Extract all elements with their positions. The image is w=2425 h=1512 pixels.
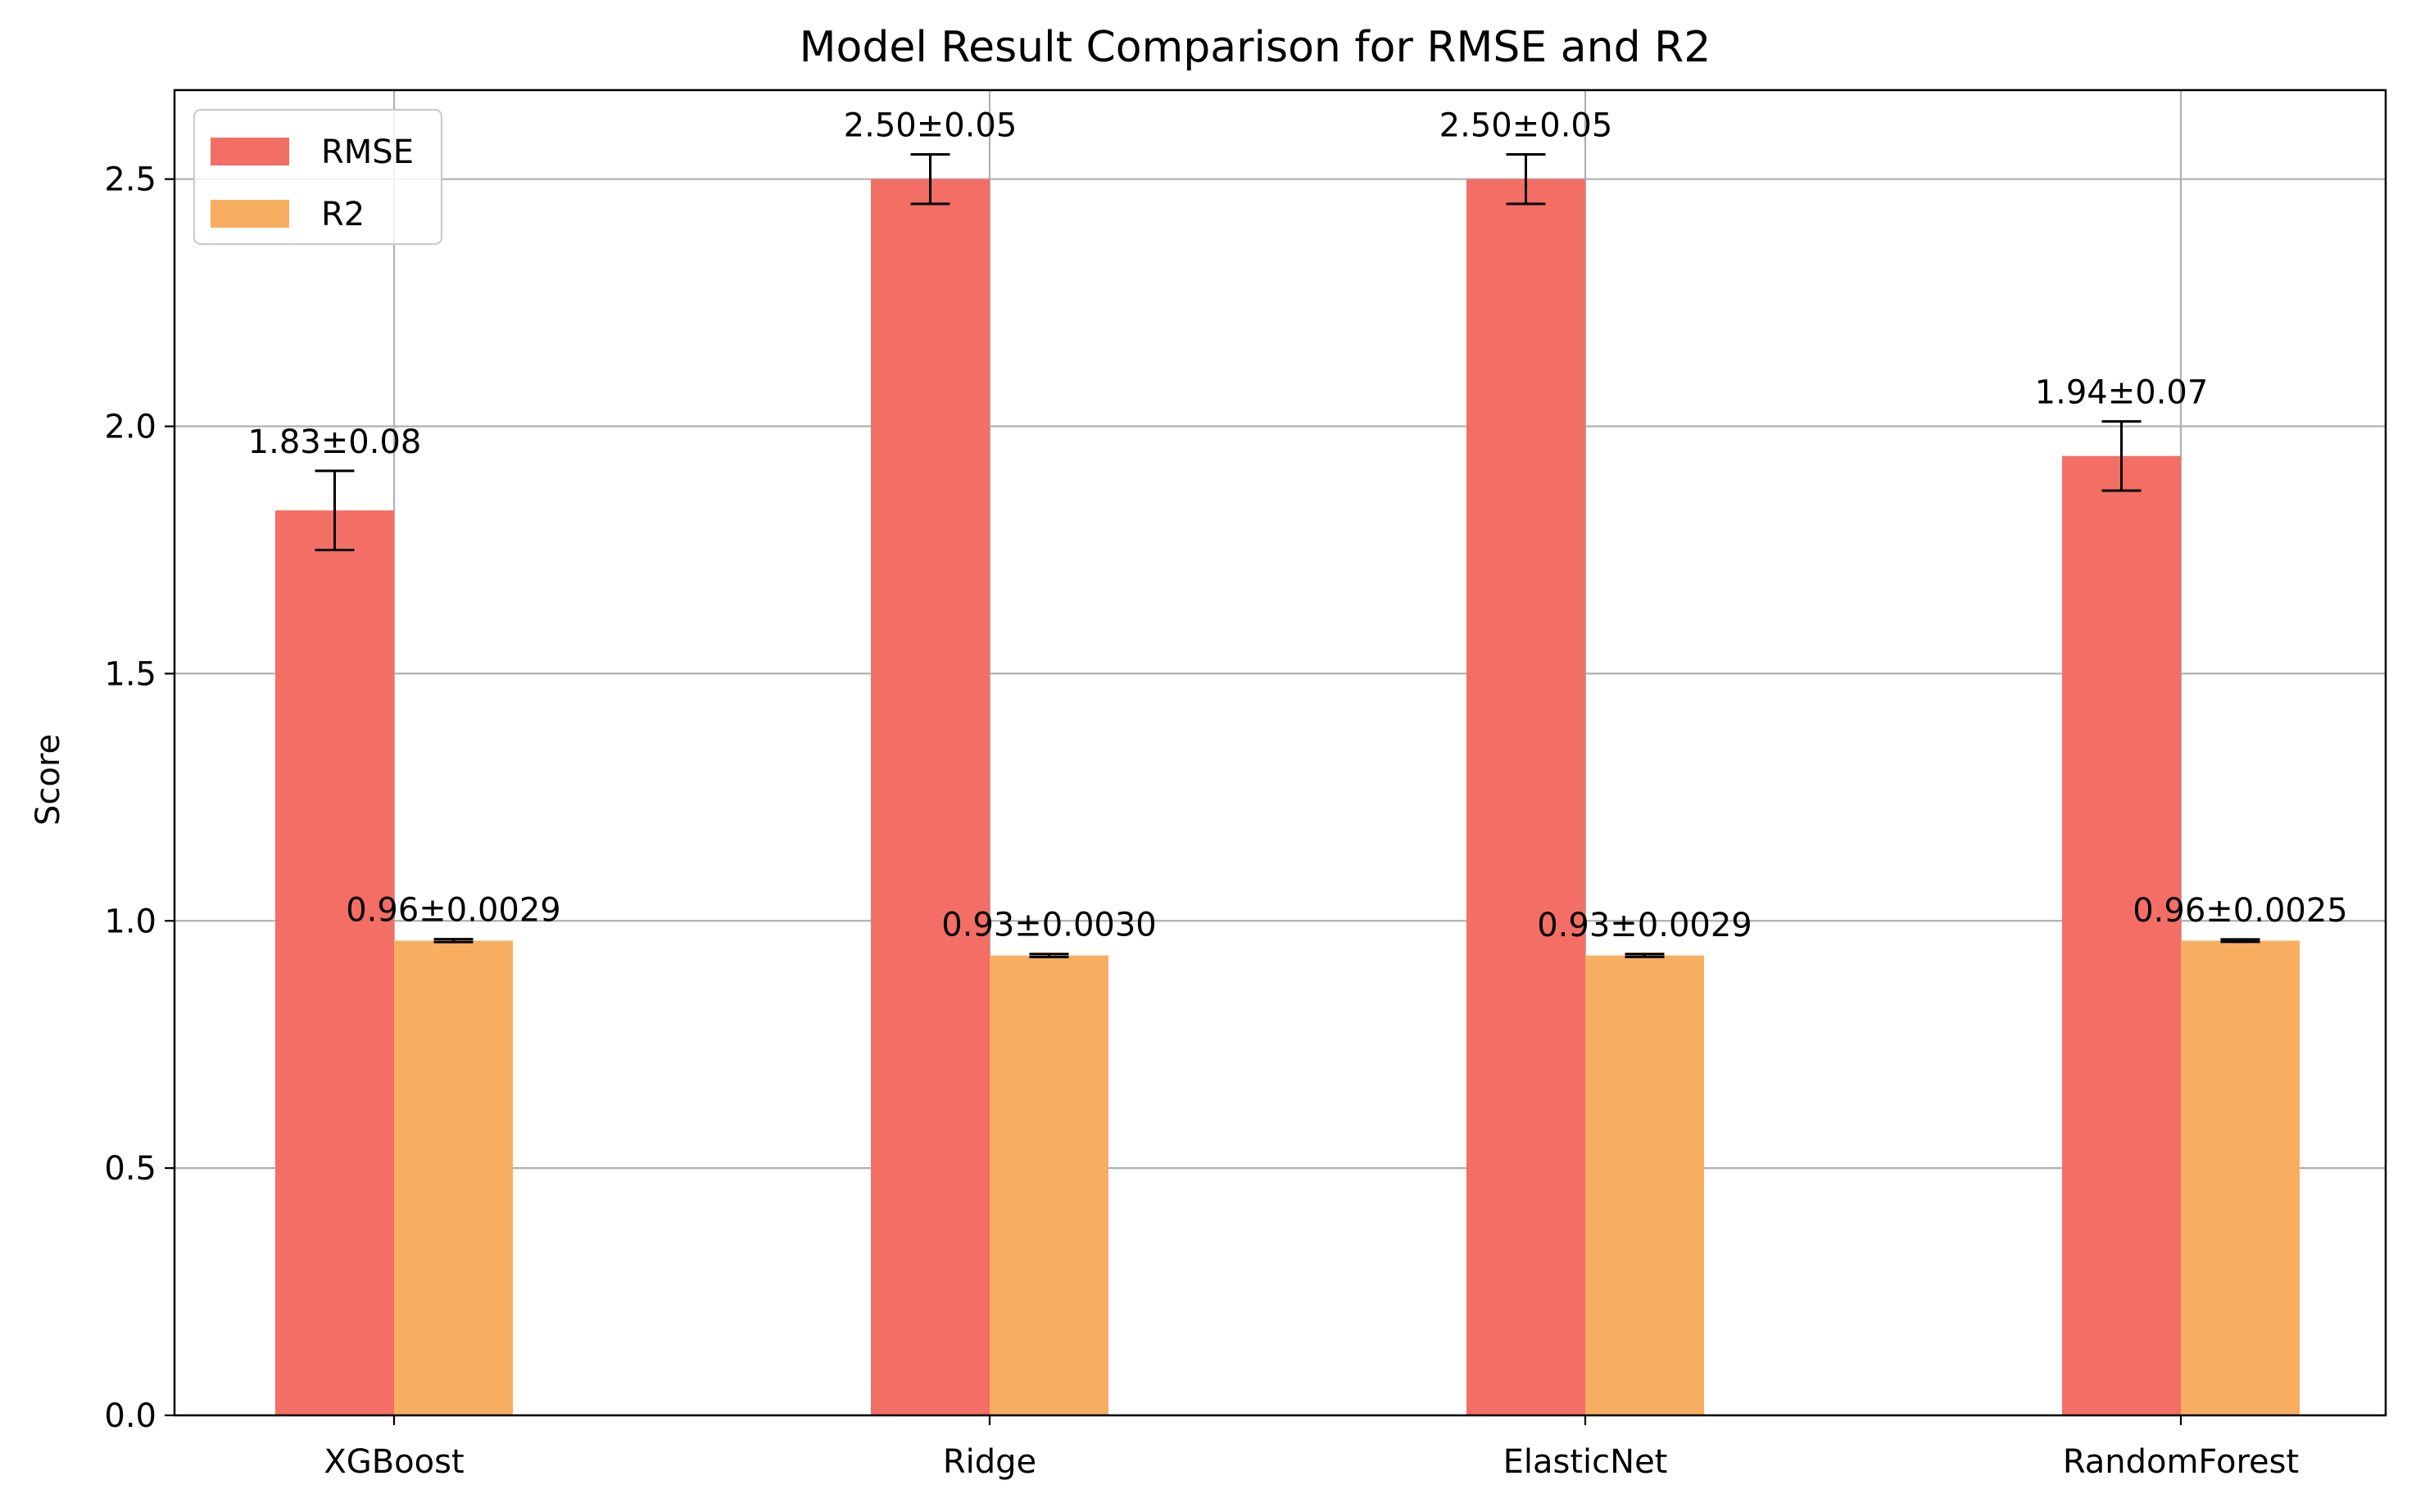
bar-r2-randomforest xyxy=(2181,940,2300,1415)
bars xyxy=(275,179,2300,1416)
bar-rmse-elasticnet xyxy=(1466,179,1585,1416)
error-bars xyxy=(315,152,2260,958)
y-tick-label: 2.0 xyxy=(104,409,156,446)
value-label: 0.93±0.0029 xyxy=(1537,907,1752,944)
y-tick-label: 2.5 xyxy=(104,161,156,199)
bar-rmse-randomforest xyxy=(2062,455,2181,1415)
axes xyxy=(165,88,2387,1425)
x-tick-label: Ridge xyxy=(943,1443,1036,1481)
x-tick-label: XGBoost xyxy=(324,1443,464,1481)
y-tick-label: 0.0 xyxy=(104,1397,156,1435)
chart-title: Model Result Comparison for RMSE and R2 xyxy=(800,23,1711,72)
value-label: 0.96±0.0029 xyxy=(346,892,561,930)
legend-label-r2: R2 xyxy=(321,196,365,233)
tick-labels: 0.0 0.5 1.0 1.5 2.0 2.5 XGBoost Ridge ElasticNet… xyxy=(104,161,2299,1481)
legend-swatch-rmse xyxy=(211,138,289,165)
legend-label-rmse: RMSE xyxy=(321,134,414,171)
value-label: 1.83±0.08 xyxy=(248,423,422,461)
value-label: 0.96±0.0025 xyxy=(2133,892,2348,930)
value-label: 2.50±0.05 xyxy=(844,106,1018,144)
value-label: 1.94±0.07 xyxy=(2035,374,2209,412)
value-labels: 1.83±0.08 2.50±0.05 2.50±0.05 1.94±0.07 0.96… xyxy=(248,106,2348,944)
value-label: 0.93±0.0030 xyxy=(941,907,1157,944)
y-axis-label: Score xyxy=(29,734,67,826)
bar-rmse-xgboost xyxy=(275,510,394,1415)
bar-rmse-ridge xyxy=(871,179,990,1416)
legend-swatch-r2 xyxy=(211,200,289,228)
y-tick-label: 1.0 xyxy=(104,903,156,940)
bar-r2-xgboost xyxy=(394,940,513,1415)
x-tick-label: ElasticNet xyxy=(1503,1443,1668,1481)
bar-r2-ridge xyxy=(990,955,1108,1415)
y-tick-label: 0.5 xyxy=(104,1150,156,1188)
bar-r2-elasticnet xyxy=(1585,955,1704,1415)
plot-frame xyxy=(173,88,2387,1417)
y-tick-label: 1.5 xyxy=(104,655,156,693)
value-label: 2.50±0.05 xyxy=(1439,106,1613,144)
x-tick-label: RandomForest xyxy=(2063,1443,2299,1481)
legend: RMSE R2 xyxy=(193,108,443,246)
